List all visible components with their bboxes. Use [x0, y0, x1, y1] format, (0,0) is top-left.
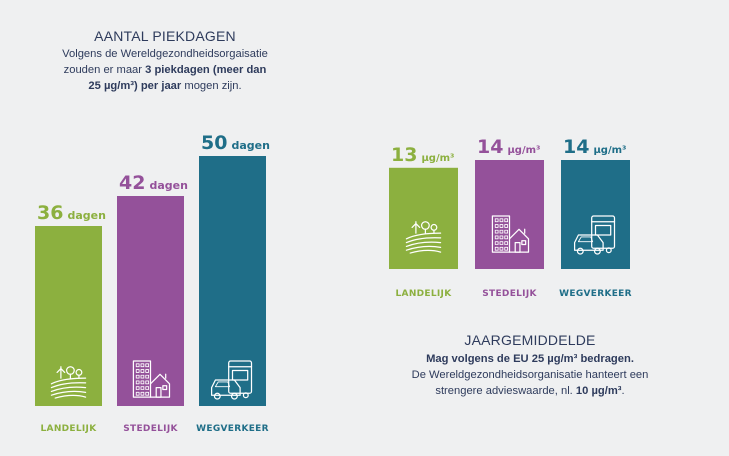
value-label-stedelijk: 14 µg/m³ — [477, 136, 540, 158]
category-label-landelijk: LANDELIJK — [396, 289, 453, 299]
piekdagen-description: Volgens de Wereldgezondheidsorgaisatie z… — [20, 46, 310, 94]
bar-landelijk — [389, 167, 458, 269]
jaargemiddelde-title: JAARGEMIDDELDE — [464, 332, 596, 348]
value-label-landelijk: 13 µg/m³ — [391, 144, 454, 166]
value-label-wegverkeer: 14 µg/m³ — [563, 136, 626, 158]
bar-wegverkeer — [199, 156, 266, 406]
city-icon — [132, 360, 171, 398]
traffic-icon — [210, 360, 253, 400]
value-label-landelijk: 36 dagen — [37, 202, 106, 224]
piekdagen-desc-line2-bold: 3 piekdagen (meer dan — [145, 64, 267, 76]
category-label-stedelijk: STEDELIJK — [482, 289, 537, 299]
category-label-wegverkeer: WEGVERKEER — [559, 289, 632, 299]
category-label-landelijk: LANDELIJK — [41, 424, 98, 434]
value-label-wegverkeer: 50 dagen — [201, 132, 270, 154]
piekdagen-title: AANTAL PIEKDAGEN — [94, 28, 236, 44]
piekdagen-desc-line3-bold: 25 µg/m³) per jaar — [88, 80, 182, 92]
value-label-stedelijk: 42 dagen — [119, 172, 188, 194]
jaargemiddelde-desc-line3-pre: strengere advieswaarde, nl. — [435, 385, 576, 397]
jaargemiddelde-desc-line2: De Wereldgezondheidsorganisatie hanteert… — [411, 369, 649, 381]
category-label-stedelijk: STEDELIJK — [123, 424, 178, 434]
city-icon — [491, 215, 530, 253]
piekdagen-desc-line3-post: mogen zijn. — [181, 80, 242, 92]
jaargemiddelde-description: Mag volgens de EU 25 µg/m³ bedragen. De … — [360, 351, 700, 399]
jaargemiddelde-desc-line3-bold: 10 µg/m³ — [575, 385, 622, 397]
field-icon — [405, 221, 442, 254]
piekdagen-desc-line1: Volgens de Wereldgezondheidsorgaisatie — [62, 48, 268, 60]
piekdagen-desc-line2-pre: zouden er maar — [63, 64, 146, 76]
jaargemiddelde-desc-line1: Mag volgens de EU 25 µg/m³ bedragen. — [426, 353, 634, 365]
category-label-wegverkeer: WEGVERKEER — [196, 424, 269, 434]
jaargemiddelde-desc-line3-post: . — [621, 385, 625, 397]
traffic-icon — [573, 215, 616, 255]
bar-landelijk — [35, 226, 102, 406]
bar-wegverkeer — [561, 160, 630, 269]
field-icon — [50, 366, 87, 399]
